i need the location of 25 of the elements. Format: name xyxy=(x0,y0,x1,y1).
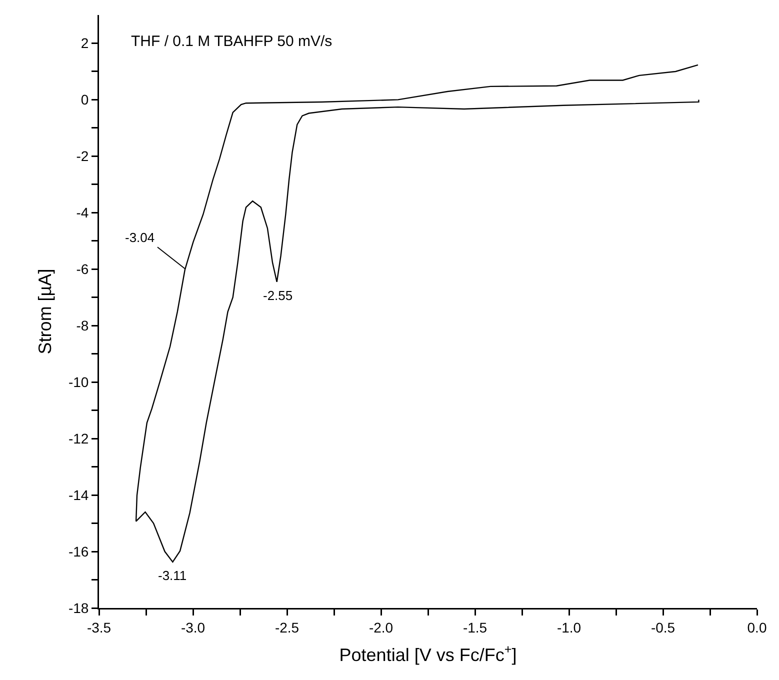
x-tick-label: -2.5 xyxy=(274,619,300,636)
y-tick-label: 0 xyxy=(80,92,89,108)
y-tick-label: -14 xyxy=(68,486,89,503)
annotation: -3.04 xyxy=(125,230,155,245)
y-tick-label: -18 xyxy=(68,600,89,616)
x-tick-label: -3.5 xyxy=(86,619,112,636)
y-tick-label: -12 xyxy=(68,430,89,446)
x-tick-label: -0.5 xyxy=(650,619,676,636)
x-tick-label: -1.5 xyxy=(462,619,488,636)
annotation: -2.55 xyxy=(263,288,293,303)
y-axis-title: Strom [µA] xyxy=(34,268,55,354)
y-tick-label: -10 xyxy=(68,374,89,390)
x-tick-label: -2.0 xyxy=(368,619,394,636)
y-tick-label: -16 xyxy=(68,543,89,560)
x-tick-label: -3.0 xyxy=(180,619,206,636)
x-axis-title: Potential [V vs Fc/Fc$^{+}$] xyxy=(339,642,517,666)
x-tick-label: 0.0 xyxy=(747,619,767,636)
y-tick-label: -2 xyxy=(76,148,89,164)
y-tick-label: 2 xyxy=(80,35,89,52)
y-tick-label: -4 xyxy=(76,204,89,221)
x-tick-label: -1.0 xyxy=(556,619,582,636)
y-tick-label: -8 xyxy=(76,318,89,334)
y-tick-label: -6 xyxy=(76,261,89,278)
annotation: -3.11 xyxy=(158,568,187,583)
annotation: THF / 0.1 M TBAHFP 50 mV/s xyxy=(131,33,332,50)
